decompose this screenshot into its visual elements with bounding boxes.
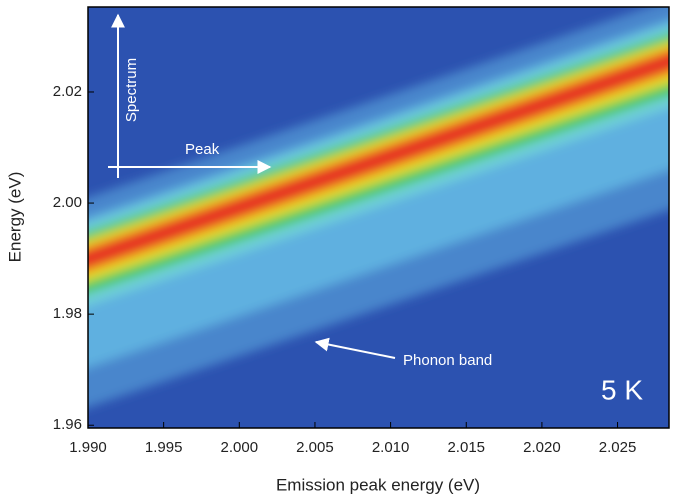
- x-tick-label: 2.025: [599, 439, 637, 456]
- plot-frame: [87, 6, 670, 429]
- x-tick-label: 2.015: [447, 439, 485, 456]
- x-axis-label: Emission peak energy (eV): [276, 475, 480, 494]
- heat-band: [88, 51, 669, 269]
- x-tick-label: 1.995: [145, 439, 183, 456]
- annotation: Phonon band: [403, 352, 492, 369]
- x-tick-label: 2.020: [523, 439, 561, 456]
- y-axis-label: Energy (eV): [5, 172, 24, 263]
- x-tick-label: 1.990: [69, 439, 107, 456]
- x-tick-label: 2.000: [221, 439, 259, 456]
- annotation: 5 K: [601, 374, 643, 405]
- annotation: Peak: [185, 141, 220, 158]
- ticks: 1.990 1.995 2.000 2.005 2.010 2.015 2.020 2.025…: [53, 83, 637, 456]
- x-tick-label: 2.005: [296, 439, 334, 456]
- phonon-arrow: [314, 337, 396, 359]
- heatmap: [88, 7, 669, 408]
- y-tick-label: 2.02: [53, 83, 82, 100]
- annotation: Spectrum: [123, 58, 140, 122]
- x-tick-label: 2.010: [372, 439, 410, 456]
- y-tick-label: 2.00: [53, 194, 82, 211]
- y-tick-label: 1.96: [53, 416, 82, 433]
- y-tick-label: 1.98: [53, 305, 82, 322]
